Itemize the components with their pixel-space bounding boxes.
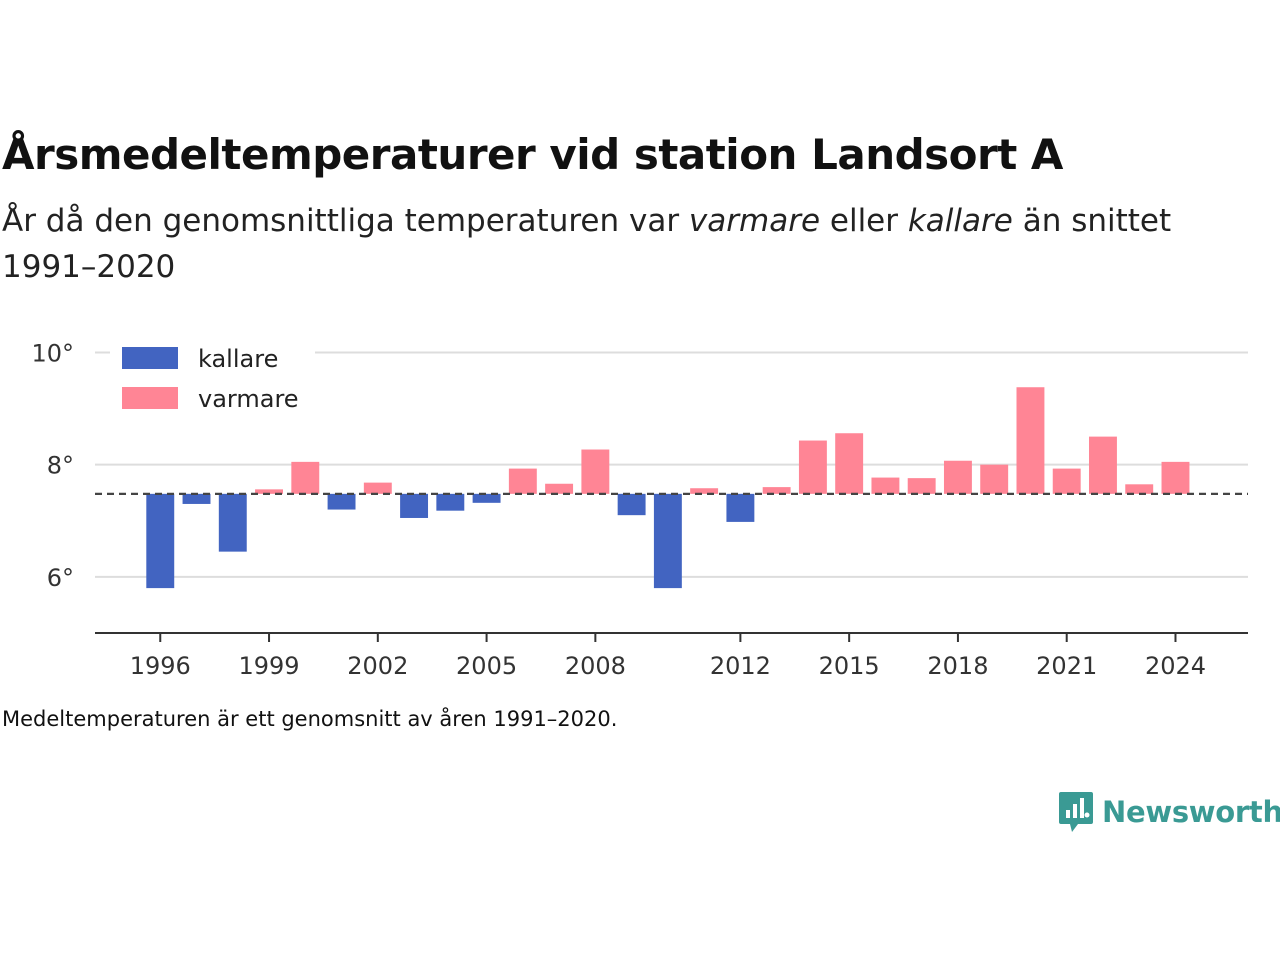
bar-2001-kallare [327,493,356,510]
bar-2018-varmare [943,460,972,494]
x-tick-label: 1996 [130,652,191,680]
chart-title: Årsmedeltemperaturer vid station Landsor… [2,130,1063,179]
subtitle-text: År då den genomsnittliga temperaturen va… [2,203,689,239]
subtitle-colder: kallare [907,203,1013,239]
bar-2006-varmare [508,468,537,494]
bar-2011-varmare [690,488,719,494]
footnote: Medeltemperaturen är ett genomsnitt av å… [2,707,618,731]
bar-2015-varmare [835,433,864,494]
subtitle-text: än snittet 1991–2020 [2,203,1172,285]
x-tick-label: 2018 [927,652,988,680]
legend: kallare varmare [110,340,315,420]
bar-2007-varmare [545,483,574,494]
y-tick-label: 10° [31,339,74,367]
subtitle-warmer: varmare [688,203,821,239]
bar-2017-varmare [907,478,936,494]
legend-swatch-kallare [122,347,178,369]
newsworthy-logo-icon [1059,792,1093,832]
bar-2020-varmare [1016,387,1045,494]
newsworthy-logo-text: Newsworthy [1102,795,1280,829]
x-tick-label: 2015 [819,652,880,680]
x-tick-label: 2021 [1036,652,1097,680]
bar-2016-varmare [871,477,900,494]
bars [146,387,1190,589]
subtitle-text: eller [820,203,908,239]
bar-2002-varmare [363,482,392,494]
x-tick-label: 2002 [347,652,408,680]
bar-2019-varmare [980,464,1009,494]
bar-2021-varmare [1052,468,1081,494]
bar-2022-varmare [1089,436,1117,494]
y-tick-label: 6° [47,564,74,592]
bar-1996-kallare [146,493,175,589]
x-tick-label: 2024 [1145,652,1206,680]
bar-2004-kallare [436,493,465,511]
bar-2010-kallare [653,493,682,589]
bar-2014-varmare [798,440,827,494]
bar-1998-kallare [218,493,247,552]
legend-label-varmare: varmare [198,385,299,413]
x-tick-label: 1999 [238,652,299,680]
bar-2023-varmare [1125,484,1154,494]
bar-2005-kallare [472,493,501,503]
bar-2008-varmare [581,449,610,494]
bar-2003-kallare [400,493,429,518]
bar-1997-kallare [182,493,211,504]
legend-label-kallare: kallare [198,345,278,373]
x-axis: 1996 1999 2002 2005 2008 2012 2015 2018 2021 2024 [95,632,1248,680]
x-tick-label: 2005 [456,652,517,680]
bar-2012-kallare [726,493,755,522]
legend-swatch-varmare [122,387,178,409]
bar-1999-varmare [255,489,283,494]
y-tick-label: 8° [47,452,74,480]
x-tick-label: 2012 [710,652,771,680]
bar-2013-varmare [762,487,791,494]
x-tick-label: 2008 [565,652,626,680]
bar-2000-varmare [291,461,320,494]
newsworthy-logo: Newsworthy [1058,790,1280,834]
chart-subtitle: År då den genomsnittliga temperaturen va… [2,198,1242,290]
bar-2009-kallare [617,493,646,516]
bar-2024-varmare [1161,461,1190,494]
